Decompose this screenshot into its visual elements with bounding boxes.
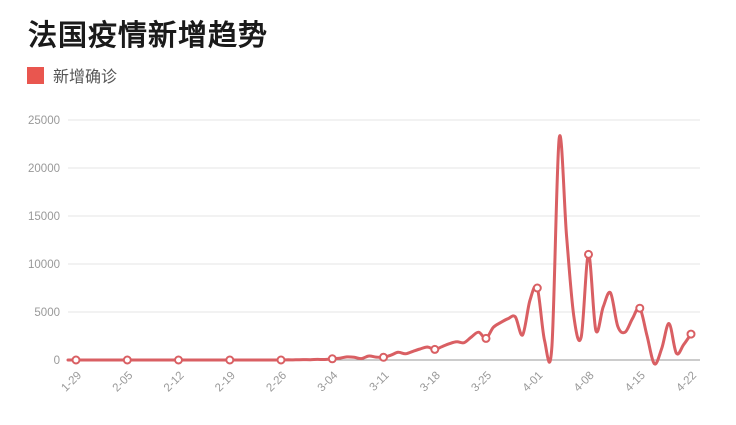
data-point-marker[interactable] [430, 344, 440, 354]
svg-text:4-22: 4-22 [674, 370, 699, 395]
svg-text:25000: 25000 [28, 115, 60, 127]
x-axis-labels: 1-29 2-05 2-12 2-19 2-26 3-04 3-11 3-18 3-25 4-01… [59, 369, 699, 394]
series-markers [71, 249, 696, 365]
data-point-marker[interactable] [174, 355, 183, 365]
series-line [66, 134, 693, 366]
data-point-marker[interactable] [584, 249, 593, 259]
y-gridlines [68, 119, 700, 361]
svg-text:4-15: 4-15 [623, 370, 648, 395]
svg-text:5000: 5000 [34, 307, 60, 319]
data-point-marker[interactable] [122, 355, 132, 365]
data-point-marker[interactable] [276, 355, 286, 365]
svg-text:2-12: 2-12 [162, 370, 187, 395]
data-point-marker[interactable] [532, 283, 542, 293]
data-point-marker[interactable] [686, 329, 696, 339]
svg-text:3-11: 3-11 [367, 370, 391, 394]
svg-text:2-26: 2-26 [264, 370, 289, 395]
y-axis-labels: 0 5000 10000 15000 20000 25000 [28, 115, 60, 367]
svg-text:4-08: 4-08 [572, 370, 597, 395]
svg-text:2-19: 2-19 [213, 370, 238, 395]
legend[interactable]: 新增确诊 [27, 65, 118, 86]
data-point-marker[interactable] [481, 333, 491, 343]
svg-text:2-05: 2-05 [111, 370, 136, 395]
svg-text:4-01: 4-01 [521, 370, 546, 395]
page-title: 法国疫情新增趋势 [28, 20, 269, 52]
legend-label: 新增确诊 [53, 69, 118, 86]
data-point-marker[interactable] [635, 303, 645, 313]
svg-text:10000: 10000 [28, 259, 60, 271]
data-point-marker[interactable] [327, 354, 337, 364]
svg-text:20000: 20000 [28, 163, 60, 175]
svg-text:15000: 15000 [28, 211, 60, 223]
legend-swatch-icon [27, 66, 44, 84]
svg-text:3-25: 3-25 [469, 370, 494, 395]
data-point-marker[interactable] [71, 355, 81, 365]
svg-text:1-29: 1-29 [59, 370, 84, 395]
svg-text:3-04: 3-04 [316, 369, 341, 394]
svg-text:0: 0 [54, 355, 60, 367]
data-point-marker[interactable] [379, 352, 388, 362]
svg-text:3-18: 3-18 [418, 370, 443, 395]
data-point-marker[interactable] [225, 355, 235, 365]
